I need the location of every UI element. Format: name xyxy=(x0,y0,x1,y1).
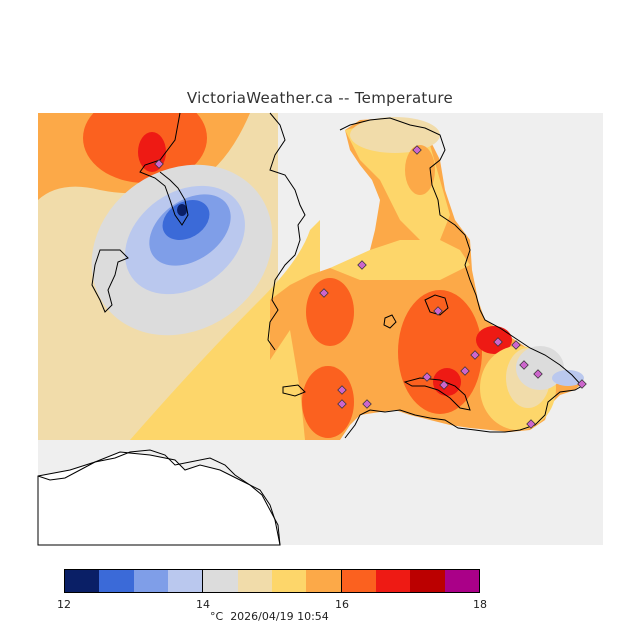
station-marker[interactable] xyxy=(470,350,480,360)
field-blue xyxy=(162,200,210,240)
legend-footer: °C 2026/04/19 10:54 xyxy=(210,610,329,623)
inlet xyxy=(403,377,471,411)
station-marker[interactable] xyxy=(519,360,529,370)
legend-swatch xyxy=(167,570,204,592)
field-north-red xyxy=(138,132,166,172)
field-hot-core-1 xyxy=(433,368,461,396)
station-marker[interactable] xyxy=(319,288,329,298)
field-east-lightblue xyxy=(552,370,584,386)
field-hot-west-2 xyxy=(302,366,354,438)
station-marker[interactable] xyxy=(154,159,164,169)
legend-swatch xyxy=(203,570,238,592)
field-hot-central xyxy=(398,290,482,414)
station-marker[interactable] xyxy=(460,366,470,376)
station-marker[interactable] xyxy=(511,340,521,350)
station-marker[interactable] xyxy=(433,306,443,316)
temperature-map xyxy=(37,112,603,546)
legend-swatch xyxy=(237,570,272,592)
station-marker[interactable] xyxy=(493,337,503,347)
legend-tick-label: 16 xyxy=(335,598,349,611)
mainland-coast xyxy=(267,112,306,351)
legend-unit: °C xyxy=(210,610,224,623)
legend-swatch xyxy=(133,570,168,592)
station-marker[interactable] xyxy=(362,399,372,409)
legend-swatch xyxy=(410,570,445,592)
timestamp: 2026/04/19 10:54 xyxy=(230,610,329,623)
field-hot-west-1 xyxy=(306,278,354,346)
legend-tick-label: 12 xyxy=(57,598,71,611)
olympic-peninsula-land xyxy=(37,451,281,546)
field-east-grey xyxy=(516,346,564,390)
map-title: VictoriaWeather.ca -- Temperature xyxy=(186,89,454,107)
field-hot-core-2 xyxy=(476,326,512,354)
legend-swatch xyxy=(271,570,307,592)
coastlines xyxy=(91,112,583,439)
legend-swatch xyxy=(341,570,376,592)
islet-2 xyxy=(424,294,449,316)
legend-swatch xyxy=(99,570,134,592)
station-marker[interactable] xyxy=(439,380,449,390)
south-coast xyxy=(339,117,583,439)
station-marker[interactable] xyxy=(357,260,367,270)
field-north-orange-lobe xyxy=(405,145,435,195)
legend-swatch xyxy=(375,570,411,592)
station-marker[interactable] xyxy=(577,379,587,389)
station-marker[interactable] xyxy=(337,385,347,395)
station-marker[interactable] xyxy=(533,369,543,379)
legend-tick-label: 18 xyxy=(473,598,487,611)
vancouver-island-south xyxy=(91,249,129,313)
legend-swatch xyxy=(306,570,342,592)
color-scale xyxy=(64,569,480,593)
field-darkblue xyxy=(177,204,187,216)
islet-1 xyxy=(282,384,306,397)
station-marker[interactable] xyxy=(337,399,347,409)
legend-swatch xyxy=(65,570,100,592)
station-marker[interactable] xyxy=(422,372,432,382)
island-coast xyxy=(139,112,189,226)
legend-swatch xyxy=(444,570,479,592)
station-markers xyxy=(154,145,587,429)
field-east-yellow-west xyxy=(240,330,305,440)
field-yellow-east-band xyxy=(330,240,470,280)
lower-coast xyxy=(37,449,281,546)
station-marker[interactable] xyxy=(526,419,536,429)
legend-tick-label: 14 xyxy=(196,598,210,611)
station-marker[interactable] xyxy=(412,145,422,155)
islet-3 xyxy=(383,314,397,329)
